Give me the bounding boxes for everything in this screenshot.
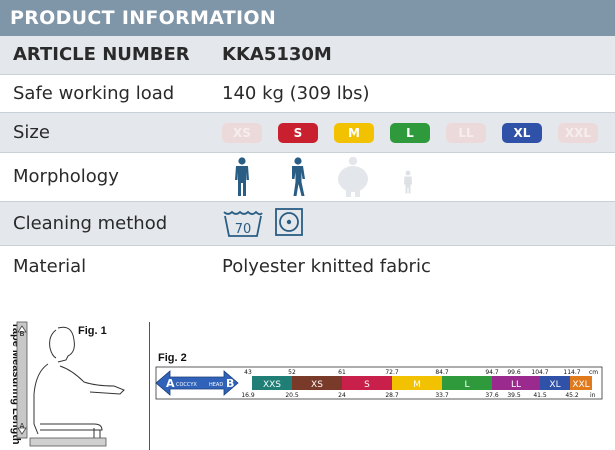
in-value: 28.7 xyxy=(385,392,399,399)
figure-1-seated-measurement: Tape Measuring Length B A Fig. 1 xyxy=(10,321,125,447)
cm-unit-label: cm xyxy=(589,369,598,376)
in-value: 24 xyxy=(338,392,346,399)
size-segment-label: XXL xyxy=(572,380,589,390)
figure-2-size-scale: Fig. 2 A COCCYX HEAD B XXS XS S M L LL XL XXL 4… xyxy=(155,352,603,400)
size-badge-l: L xyxy=(390,123,430,143)
cm-value: 52 xyxy=(288,369,296,376)
table-header: PRODUCT INFORMATION xyxy=(0,0,615,36)
size-segment-xxs xyxy=(252,376,292,390)
walking-person-icon xyxy=(292,157,305,196)
cm-value: 72.7 xyxy=(385,369,399,376)
size-badge-m: M xyxy=(334,123,374,143)
cm-value: 99.6 xyxy=(507,369,521,376)
in-value: 20.5 xyxy=(285,392,299,399)
seated-person-sketch xyxy=(33,326,125,440)
scale-frame xyxy=(155,366,603,400)
tumble-dry-icon xyxy=(275,208,303,236)
size-label: Size xyxy=(13,122,50,143)
obese-person-icon xyxy=(338,156,368,197)
seat-base xyxy=(29,437,107,447)
row-size: Size XS S M L LL XL XXL xyxy=(0,113,615,153)
article-number-value: KKA5130M xyxy=(222,44,332,65)
arrow-text-coccyx: COCCYX xyxy=(176,382,197,388)
size-segment-label: LL xyxy=(511,380,521,390)
in-unit-label: in xyxy=(590,392,596,399)
size-badge-ll: LL xyxy=(446,123,486,143)
cm-values: 43 52 61 72.7 84.7 94.7 99.6 104.7 114.7 xyxy=(244,369,581,376)
material-label: Material xyxy=(13,256,87,277)
size-segment-label: L xyxy=(464,380,469,390)
size-segment-xl xyxy=(540,376,570,390)
size-segment-ll xyxy=(492,376,540,390)
arrow-text-head: HEAD xyxy=(209,382,223,388)
measuring-tape xyxy=(16,321,28,439)
cm-value: 43 xyxy=(244,369,252,376)
size-segment-m xyxy=(392,376,442,390)
row-morphology: Morphology xyxy=(0,153,615,202)
fig2-title: Fig. 2 xyxy=(158,352,187,364)
size-segment-l xyxy=(442,376,492,390)
arrow-letter-b: B xyxy=(226,377,234,390)
in-value: 37.6 xyxy=(485,392,499,399)
figure-divider xyxy=(149,322,150,450)
size-badge-xs: XS xyxy=(222,123,262,143)
point-b-label: B xyxy=(20,330,25,338)
size-badge-xl: XL xyxy=(502,123,542,143)
cm-value: 94.7 xyxy=(485,369,499,376)
morphology-label: Morphology xyxy=(13,166,119,187)
in-value: 33.7 xyxy=(435,392,449,399)
in-value: 45.2 xyxy=(565,392,579,399)
row-cleaning-method: Cleaning method 70 xyxy=(0,202,615,246)
coccyx-head-arrow: A COCCYX HEAD B xyxy=(155,370,239,396)
point-a-label: A xyxy=(20,422,25,430)
material-value: Polyester knitted fabric xyxy=(222,256,431,277)
wash-70-icon: 70 xyxy=(223,210,263,237)
size-segment-xxl xyxy=(570,376,592,390)
size-badge-xxl: XXL xyxy=(558,123,598,143)
row-safe-working-load: Safe working load 140 kg (309 lbs) xyxy=(0,75,615,113)
load-label: Safe working load xyxy=(13,83,175,104)
cm-value: 114.7 xyxy=(563,369,580,376)
size-segment-label: XS xyxy=(311,380,323,390)
measuring-arrows xyxy=(17,325,27,435)
size-segment-label: M xyxy=(413,380,421,390)
size-segment-label: XXS xyxy=(263,380,281,390)
in-values: 16.9 20.5 24 28.7 33.7 37.6 39.5 41.5 45.2 xyxy=(241,392,579,399)
size-segment-label: S xyxy=(364,380,370,390)
cm-value: 61 xyxy=(338,369,346,376)
article-number-label: ARTICLE NUMBER xyxy=(13,44,190,65)
load-value: 140 kg (309 lbs) xyxy=(222,83,370,104)
product-information-table: PRODUCT INFORMATION ARTICLE NUMBER KKA51… xyxy=(0,0,615,287)
size-segment-s xyxy=(342,376,392,390)
size-badge-s: S xyxy=(278,123,318,143)
standing-person-icon xyxy=(235,157,249,196)
wash-temperature: 70 xyxy=(235,222,252,237)
in-value: 39.5 xyxy=(507,392,521,399)
cm-value: 104.7 xyxy=(531,369,548,376)
row-material: Material Polyester knitted fabric xyxy=(0,246,615,287)
arrow-letter-a: A xyxy=(166,377,175,390)
size-segment-label: XL xyxy=(549,380,560,390)
in-value: 41.5 xyxy=(533,392,547,399)
size-segment-xs xyxy=(292,376,342,390)
cleaning-label: Cleaning method xyxy=(13,213,168,234)
in-value: 16.9 xyxy=(241,392,255,399)
fig1-title: Fig. 1 xyxy=(78,325,107,337)
size-segments: XXS XS S M L LL XL XXL xyxy=(252,376,592,390)
small-person-icon xyxy=(403,170,413,194)
cm-value: 84.7 xyxy=(435,369,449,376)
row-article-number: ARTICLE NUMBER KKA5130M xyxy=(0,36,615,75)
